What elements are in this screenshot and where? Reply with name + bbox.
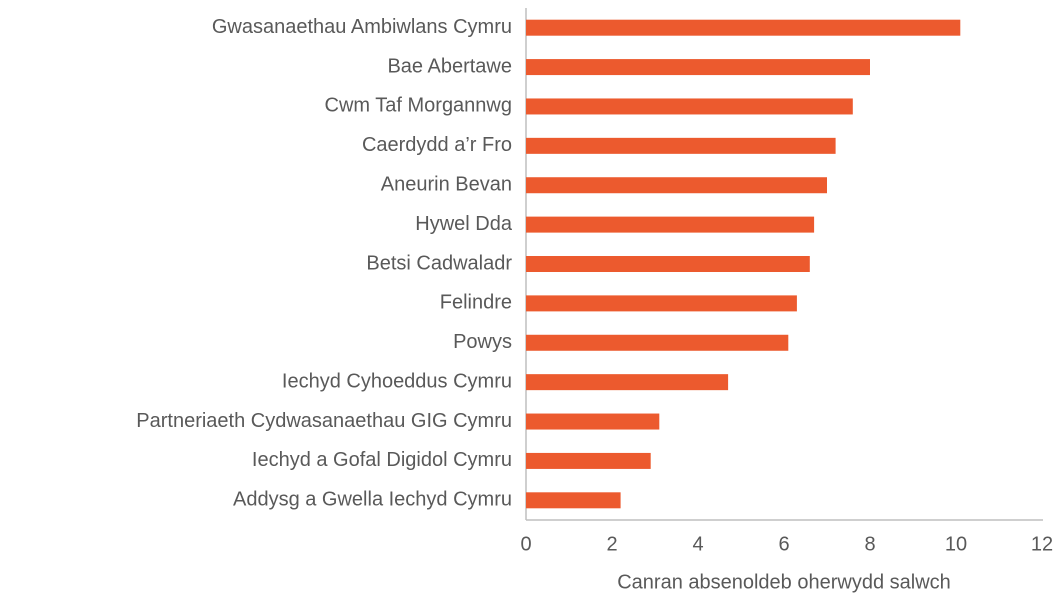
y-tick-label: Felindre: [440, 292, 512, 314]
y-tick-label: Bae Abertawe: [387, 55, 512, 77]
y-tick-label: Gwasanaethau Ambiwlans Cymru: [212, 16, 512, 38]
y-tick-label: Aneurin Bevan: [381, 174, 512, 196]
bar: [526, 295, 797, 312]
x-tick-label: 0: [520, 533, 531, 555]
x-tick-label: 12: [1031, 533, 1053, 555]
x-axis-label: Canran absenoldeb oherwydd salwch: [617, 571, 951, 593]
x-tick-label: 8: [864, 533, 875, 555]
x-tick-label: 2: [606, 533, 617, 555]
y-tick-label: Partneriaeth Cydwasanaethau GIG Cymru: [136, 410, 512, 432]
bar: [526, 374, 729, 391]
bar: [526, 452, 651, 469]
bar: [526, 413, 660, 430]
x-tick-label: 4: [692, 533, 703, 555]
y-tick-label: Caerdydd a’r Fro: [362, 134, 512, 156]
bar: [526, 492, 621, 509]
y-tick-label: Cwm Taf Morgannwg: [325, 95, 512, 117]
bar: [526, 59, 870, 76]
y-tick-label: Hywel Dda: [415, 213, 513, 235]
bar: [526, 334, 789, 351]
bar: [526, 19, 961, 36]
bar: [526, 256, 810, 272]
bar: [526, 177, 827, 194]
y-tick-label: Powys: [453, 331, 512, 353]
y-tick-label: Betsi Cadwaladr: [366, 252, 512, 274]
x-tick-label: 6: [778, 533, 789, 555]
y-tick-label: Iechyd a Gofal Digidol Cymru: [252, 449, 512, 471]
bar: [526, 137, 836, 154]
bar: [526, 216, 815, 233]
x-tick-label: 10: [945, 533, 967, 555]
y-tick-label: Addysg a Gwella Iechyd Cymru: [233, 489, 512, 511]
bar: [526, 98, 853, 115]
y-tick-label: Iechyd Cyhoeddus Cymru: [282, 370, 512, 392]
